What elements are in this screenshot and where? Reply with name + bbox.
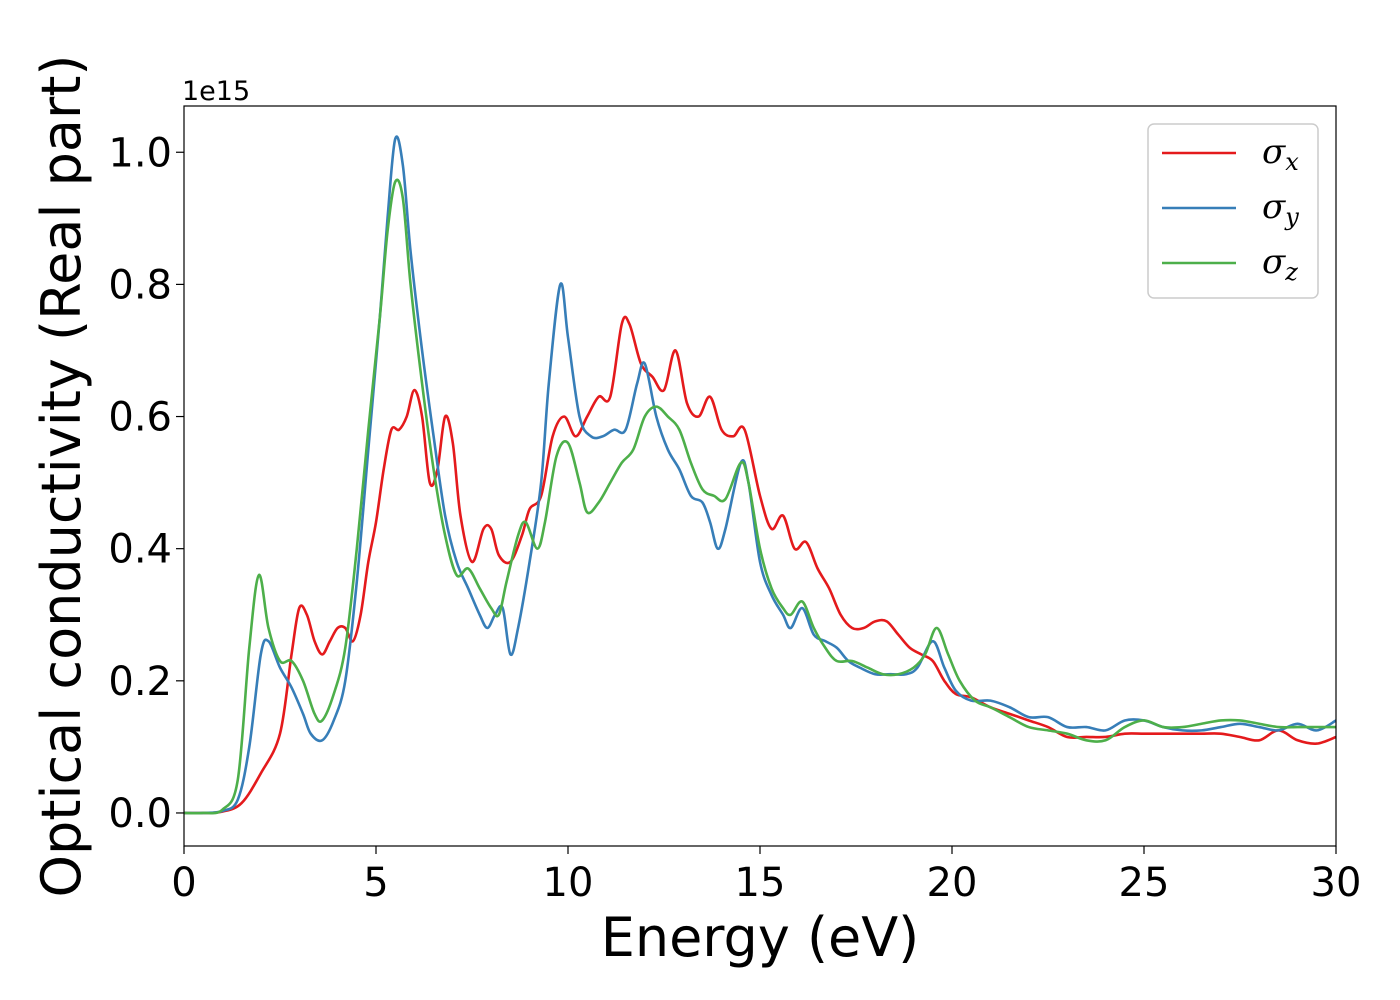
x-tick-label: 5 (363, 860, 388, 906)
x-tick-label: 20 (927, 860, 978, 906)
y-tick-label: 0.6 (108, 395, 172, 441)
x-axis: 0 5 10 15 20 25 30 (171, 846, 1361, 906)
y-axis: 0.0 0.2 0.4 0.6 0.8 1.0 (108, 130, 184, 837)
x-tick-label: 10 (543, 860, 594, 906)
y-tick-label: 0.2 (108, 659, 172, 705)
y-tick-label: 1.0 (108, 130, 172, 176)
y-axis-title: Optical conductivity (Real part) (30, 55, 93, 898)
series-line-z (184, 178, 1336, 815)
legend-box (1147, 123, 1319, 299)
y-tick-label: 0.8 (108, 262, 172, 308)
x-tick-label: 15 (735, 860, 786, 906)
series-line-x (184, 315, 1336, 815)
y-offset-label: 1e15 (182, 76, 250, 107)
series-layer (184, 135, 1336, 815)
x-tick-label: 30 (1311, 860, 1362, 906)
x-tick-label: 0 (171, 860, 196, 906)
y-tick-label: 0.0 (108, 791, 172, 837)
x-tick-label: 25 (1119, 860, 1170, 906)
y-tick-label: 0.4 (108, 527, 172, 573)
x-axis-title: Energy (eV) (601, 906, 920, 969)
series-line-y (184, 135, 1336, 815)
